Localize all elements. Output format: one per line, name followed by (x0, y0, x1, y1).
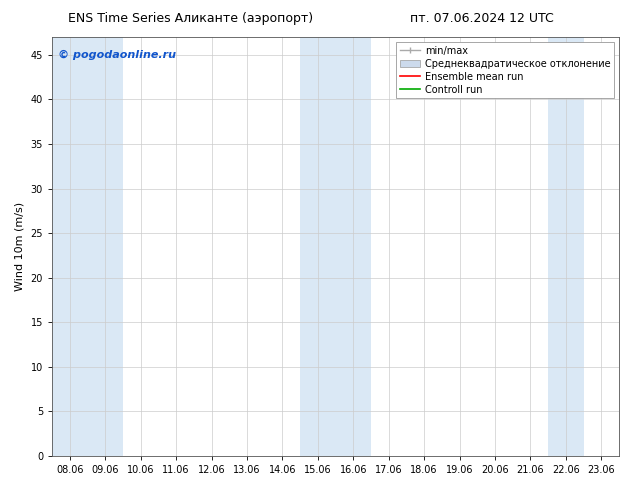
Bar (300, 37, 335, 456)
Bar (52, 37, 87, 456)
Y-axis label: Wind 10m (m/s): Wind 10m (m/s) (15, 202, 25, 291)
Legend: min/max, Среднеквадратическое отклонение, Ensemble mean run, Controll run: min/max, Среднеквадратическое отклонение… (396, 42, 614, 98)
Text: пт. 07.06.2024 12 UTC: пт. 07.06.2024 12 UTC (410, 12, 553, 25)
Bar (335, 37, 371, 456)
Text: ENS Time Series Аликанте (аэропорт): ENS Time Series Аликанте (аэропорт) (68, 12, 313, 25)
Bar (87, 37, 123, 456)
Text: © pogodaonline.ru: © pogodaonline.ru (58, 49, 176, 60)
Bar (548, 37, 583, 456)
